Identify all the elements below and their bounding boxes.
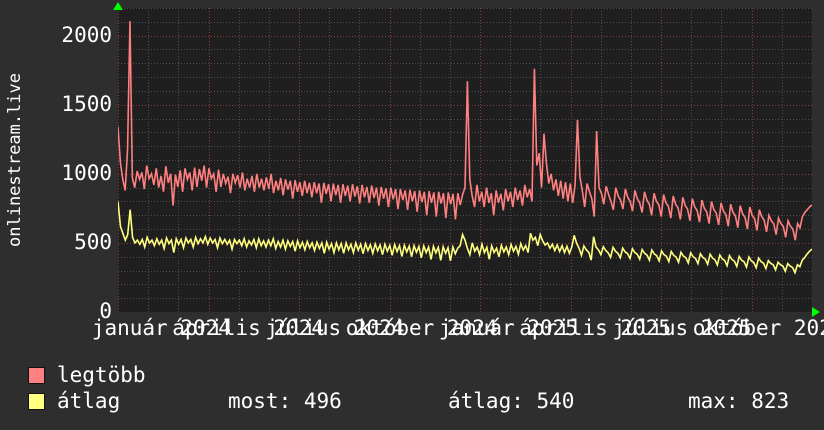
y-tick-label: 1000 xyxy=(61,160,112,185)
legend-swatch-max xyxy=(28,366,45,384)
y-axis-title: onlinestream.live xyxy=(0,0,30,320)
plot-svg xyxy=(118,8,812,312)
plot-area xyxy=(118,8,812,312)
stat-average: átlag: 540 xyxy=(448,389,575,413)
x-axis-tick-labels: január 2024 április 2024 július 2024 okt… xyxy=(0,316,824,342)
legend-label-avg: átlag xyxy=(57,388,121,413)
x-tick-label: október 2024 xyxy=(345,316,498,340)
stat-max: max: 823 xyxy=(688,389,790,413)
x-axis-arrow-icon xyxy=(812,307,820,317)
x-tick-label: január 2024 xyxy=(91,316,231,340)
x-tick-label: július 2025 xyxy=(612,316,752,340)
legend-label-max: legtöbb xyxy=(57,362,146,387)
legend-item-max: legtöbb xyxy=(28,362,818,388)
y-tick-label: 500 xyxy=(74,229,112,254)
x-tick-label: április 2024 xyxy=(172,316,324,340)
x-tick-label: január 2025 xyxy=(438,316,578,340)
legend-item-avg: átlag most: 496 átlag: 540 max: 823 xyxy=(28,388,818,414)
y-axis-arrow-icon xyxy=(113,2,123,10)
y-tick-label: 0 xyxy=(99,299,112,323)
x-tick-label: október 2025 xyxy=(692,316,824,340)
x-tick-label: július 2024 xyxy=(265,316,405,340)
y-axis-title-text: onlinestream.live xyxy=(5,73,25,247)
legend: legtöbb átlag most: 496 átlag: 540 max: … xyxy=(28,362,818,414)
stat-most: most: 496 xyxy=(228,389,342,413)
x-tick-label: április 2025 xyxy=(519,316,671,340)
y-tick-label: 1500 xyxy=(61,91,112,116)
y-tick-label: 2000 xyxy=(61,22,112,47)
legend-swatch-avg xyxy=(28,392,45,410)
